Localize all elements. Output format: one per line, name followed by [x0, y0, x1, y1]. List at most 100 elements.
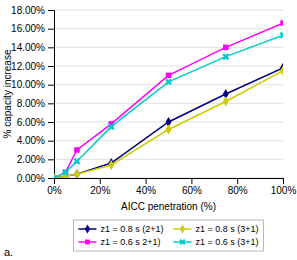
- annotation: a.: [4, 246, 13, 258]
- x-tick-label: 100%: [271, 185, 297, 196]
- series: [54, 63, 283, 178]
- point: [280, 66, 283, 76]
- point: [108, 160, 114, 170]
- grid-line: [54, 159, 283, 160]
- legend: z1 = 0.8 s (2+1) z1 = 0.6 s 2+1) z1 = 0.8 …: [73, 220, 263, 251]
- x-tick-mark: [191, 178, 192, 184]
- y-axis-line: [48, 11, 55, 179]
- y-tick: 8.00%: [17, 98, 54, 109]
- x-axis: 0% 20% 40% 60% 80% 100%: [47, 178, 296, 196]
- y-tick: 2.00%: [17, 154, 54, 165]
- legend-item: z1 = 0.6 s (3+1): [174, 237, 259, 247]
- legend-marker: [178, 237, 187, 246]
- series-line: [54, 23, 283, 178]
- legend-label: z1 = 0.8 s (2+1): [100, 224, 163, 234]
- y-tick-label: 2.00%: [17, 154, 45, 165]
- data: [54, 20, 283, 178]
- y-tick: 4.00%: [17, 135, 54, 146]
- legend-label: z1 = 0.8 s (3+1): [196, 224, 259, 234]
- y-tick-mark: [48, 47, 54, 48]
- point: [74, 147, 79, 152]
- y-tick: 0.00%: [17, 173, 54, 184]
- point: [74, 169, 80, 178]
- point: [72, 156, 82, 166]
- series-line: [54, 71, 283, 178]
- x-tick-mark: [100, 178, 101, 184]
- legend-label: z1 = 0.6 s (3+1): [196, 237, 259, 247]
- y-tick-label: 16.00%: [11, 23, 45, 34]
- y-tick-label: 6.00%: [17, 117, 45, 128]
- legend-marker: [85, 240, 90, 245]
- x-tick: 100%: [271, 178, 297, 196]
- y-tick: 18.00%: [11, 5, 54, 16]
- legend-item: z1 = 0.8 s (2+1): [78, 224, 163, 234]
- chart: 0% 20% 40% 60% 80% 100% 0.00% 2.00% 4.00% 6.00% 8.…: [0, 0, 297, 260]
- x-tick-label: 80%: [228, 185, 248, 196]
- y-axis: 0.00% 2.00% 4.00% 6.00% 8.00% 10.00% 12.00% 14.…: [11, 5, 54, 184]
- y-tick: 14.00%: [11, 42, 54, 53]
- point: [278, 30, 283, 40]
- y-tick-label: 18.00%: [11, 5, 45, 16]
- grid-line: [54, 66, 283, 67]
- y-tick-mark: [48, 85, 54, 86]
- x-tick: 0%: [47, 178, 62, 196]
- point: [166, 73, 171, 78]
- y-tick-label: 4.00%: [17, 135, 45, 146]
- series: [54, 66, 283, 178]
- y-axis-title: % capacity increase: [2, 49, 13, 138]
- x-tick-mark: [146, 178, 147, 184]
- y-tick-label: 0.00%: [17, 173, 45, 184]
- y-tick-label: 12.00%: [11, 61, 45, 72]
- point: [223, 96, 229, 106]
- point: [54, 173, 59, 178]
- x-tick: 40%: [136, 178, 156, 196]
- legend-label: z1 = 0.6 s 2+1): [100, 237, 160, 247]
- legend-item: z1 = 0.8 s (3+1): [174, 224, 259, 234]
- series-line: [54, 35, 283, 178]
- y-tick: 10.00%: [11, 79, 54, 90]
- x-axis-line: [55, 179, 284, 185]
- grid-line: [54, 28, 283, 29]
- x-tick-mark: [237, 178, 238, 184]
- y-tick: 12.00%: [11, 61, 54, 72]
- point: [166, 124, 172, 134]
- series-line: [54, 68, 283, 178]
- y-tick-mark: [48, 141, 54, 142]
- y-tick-label: 10.00%: [11, 79, 45, 90]
- grid-line: [54, 10, 283, 11]
- y-tick-mark: [48, 29, 54, 30]
- x-tick: 80%: [228, 178, 248, 196]
- series: [54, 30, 283, 178]
- y-tick-label: 8.00%: [17, 98, 45, 109]
- y-tick-mark: [48, 66, 54, 67]
- y-tick: 6.00%: [17, 117, 54, 128]
- legend-frame: [73, 220, 263, 251]
- series: [54, 20, 283, 178]
- x-tick-label: 20%: [90, 185, 110, 196]
- point: [163, 77, 173, 87]
- y-tick-mark: [48, 10, 54, 11]
- x-axis-title: AICC penetration (%): [121, 201, 216, 212]
- x-tick-label: 40%: [136, 185, 156, 196]
- legend-marker: [85, 224, 90, 233]
- grid: [54, 10, 283, 178]
- x-tick-label: 60%: [182, 185, 202, 196]
- legend-item: z1 = 0.6 s 2+1): [78, 237, 160, 247]
- point: [223, 45, 228, 50]
- x-tick-mark: [283, 178, 284, 184]
- point: [74, 169, 80, 178]
- plot: 0% 20% 40% 60% 80% 100% 0.00% 2.00% 4.00% 6.00% 8.…: [11, 5, 296, 196]
- point: [221, 51, 231, 61]
- y-tick-mark: [48, 159, 54, 160]
- x-tick: 20%: [90, 178, 110, 196]
- point: [280, 20, 283, 25]
- y-tick-label: 14.00%: [11, 42, 45, 53]
- point: [106, 121, 116, 131]
- x-tick: 60%: [182, 178, 202, 196]
- x-tick-label: 0%: [47, 185, 62, 196]
- grid-line: [54, 103, 283, 104]
- point: [60, 167, 70, 177]
- y-tick: 16.00%: [11, 23, 54, 34]
- y-tick-mark: [48, 122, 54, 123]
- y-tick-mark: [48, 178, 54, 179]
